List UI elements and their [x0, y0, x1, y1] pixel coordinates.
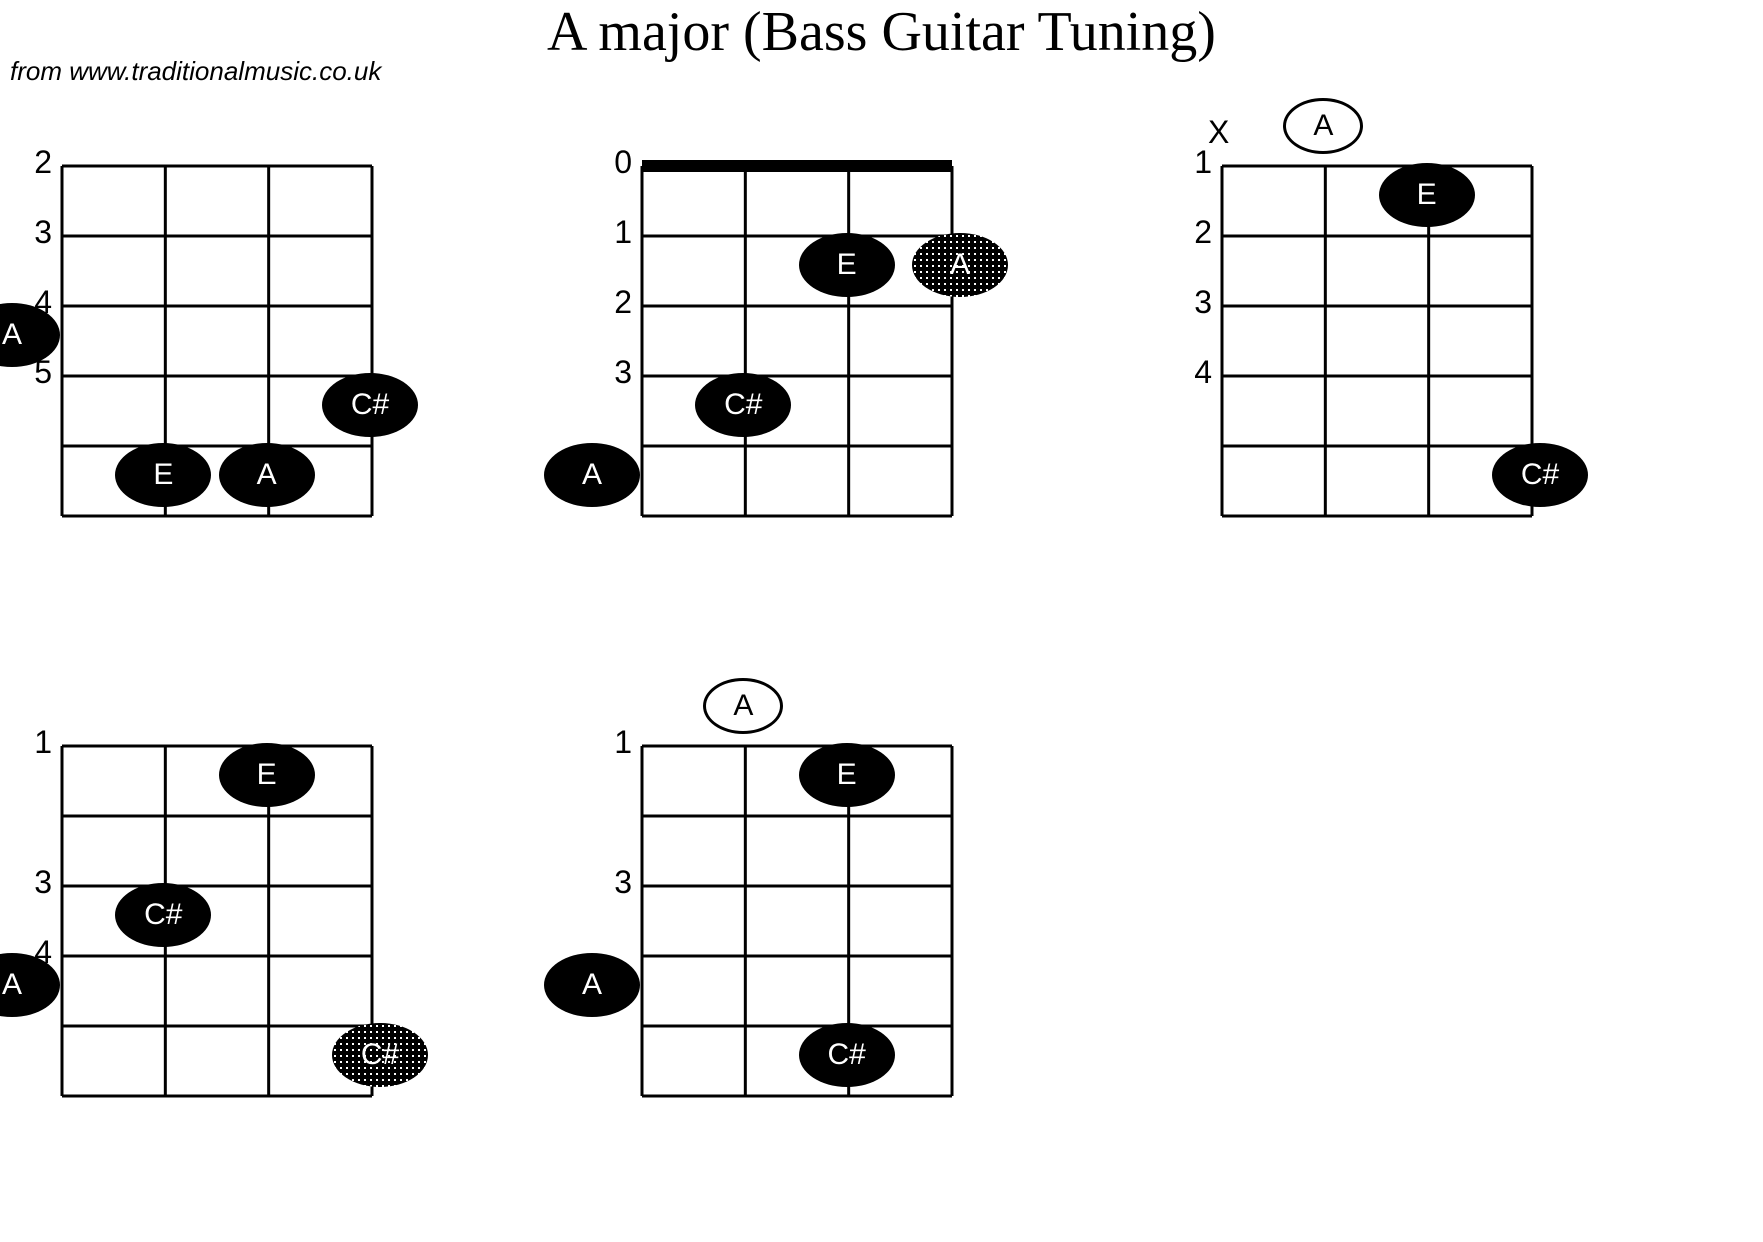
- page-title: A major (Bass Guitar Tuning): [0, 0, 1763, 64]
- fret-number-label: 1: [596, 724, 632, 761]
- note-label: A: [950, 248, 970, 282]
- fret-number-label: 2: [16, 144, 52, 181]
- chord-diagram: 1234XAEC#: [1220, 160, 1534, 522]
- finger-position: C#: [115, 883, 211, 947]
- finger-position: E: [219, 743, 315, 807]
- finger-position: E: [115, 443, 211, 507]
- note-label: C#: [351, 388, 389, 422]
- finger-position: E: [799, 233, 895, 297]
- note-label: C#: [361, 1038, 399, 1072]
- fret-number-label: 3: [1176, 284, 1212, 321]
- finger-position: C#: [695, 373, 791, 437]
- fret-number-label: 1: [596, 214, 632, 251]
- note-label: E: [1417, 178, 1437, 212]
- note-label: A: [582, 968, 602, 1002]
- note-label: C#: [1521, 458, 1559, 492]
- note-label: E: [837, 758, 857, 792]
- fret-number-label: 1: [16, 724, 52, 761]
- note-label: A: [2, 968, 22, 1002]
- chord-diagram: 0123EAC#A: [640, 160, 954, 522]
- chord-diagram: 134EC#AC#: [60, 740, 374, 1102]
- finger-position: C#: [322, 373, 418, 437]
- note-label: E: [153, 458, 173, 492]
- finger-position: E: [1379, 163, 1475, 227]
- note-label: E: [257, 758, 277, 792]
- chord-diagram: 2345AC#EA: [60, 160, 374, 522]
- fret-number-label: 1: [1176, 144, 1212, 181]
- fret-number-label: 4: [1176, 354, 1212, 391]
- chord-diagram: 13AEAC#: [640, 740, 954, 1102]
- note-label: A: [582, 458, 602, 492]
- note-label: C#: [144, 898, 182, 932]
- finger-position: A: [544, 443, 640, 507]
- fret-number-label: 3: [596, 864, 632, 901]
- note-label: C#: [827, 1038, 865, 1072]
- note-label: A: [733, 689, 753, 723]
- finger-position: C#: [1492, 443, 1588, 507]
- finger-position: A: [219, 443, 315, 507]
- fret-number-label: 0: [596, 144, 632, 181]
- fret-number-label: 3: [16, 214, 52, 251]
- muted-string-marker: X: [1208, 114, 1229, 151]
- finger-position: A: [912, 233, 1008, 297]
- source-attribution: from www.traditionalmusic.co.uk: [10, 56, 381, 87]
- fret-number-label: 3: [16, 864, 52, 901]
- note-label: A: [2, 318, 22, 352]
- note-label: C#: [724, 388, 762, 422]
- note-label: A: [257, 458, 277, 492]
- open-string-marker: A: [1283, 98, 1363, 154]
- note-label: E: [837, 248, 857, 282]
- finger-position: E: [799, 743, 895, 807]
- note-label: A: [1313, 109, 1333, 143]
- fret-number-label: 3: [596, 354, 632, 391]
- finger-position: C#: [799, 1023, 895, 1087]
- open-string-marker: A: [703, 678, 783, 734]
- fret-number-label: 2: [596, 284, 632, 321]
- finger-position: C#: [332, 1023, 428, 1087]
- fret-number-label: 2: [1176, 214, 1212, 251]
- finger-position: A: [544, 953, 640, 1017]
